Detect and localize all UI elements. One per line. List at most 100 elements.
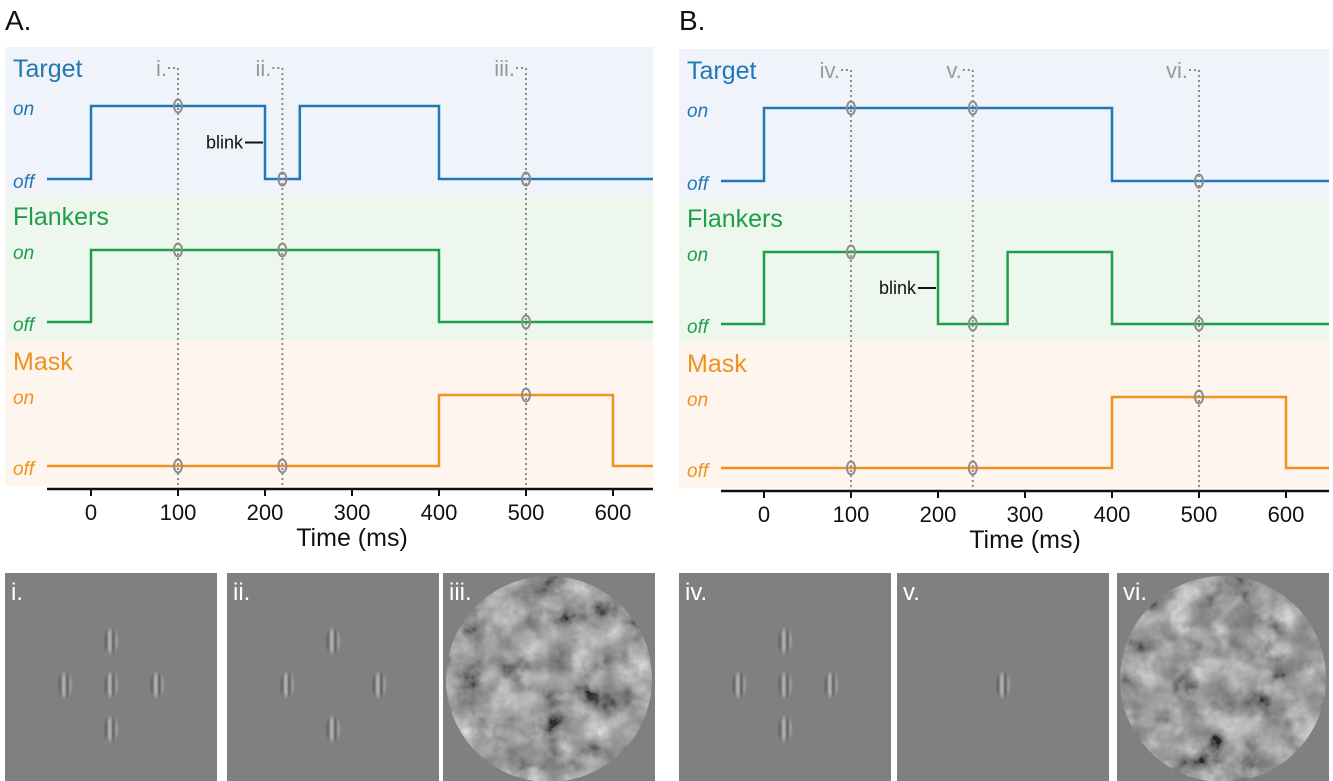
tick-label: 500 [508,500,545,525]
level-off-label: off [687,317,710,338]
panel-a: A. Target on off Flankers on off Mask on off blink… [5,5,655,781]
marker-intersection [277,242,288,258]
band-mask [5,340,653,486]
marker-intersection [967,100,978,116]
trace-mask [721,395,1329,470]
tick-label: 200 [247,500,284,525]
tick-label: 500 [1181,502,1218,527]
gabor-patch [102,670,120,700]
time-marker-1: i. [156,56,183,486]
trace-flankers [47,248,653,324]
stimulus-background [227,573,439,781]
noise-mask [1120,576,1326,781]
gabor-patch [776,714,794,744]
trace-mask [47,393,653,468]
marker-intersection [173,98,183,114]
band-target [679,49,1329,197]
tick-label: 0 [85,500,97,525]
tick-label: 0 [758,502,770,527]
marker-intersection [967,460,978,476]
row-label-flankers: Flankers [687,205,783,233]
time-marker-2: ii. [256,56,288,486]
tick-label: 100 [833,502,870,527]
marker-label: iii. [494,56,515,81]
stimulus-label: iii. [449,579,472,606]
marker-intersection [846,460,856,476]
gabor-patch [324,626,342,656]
tick-label: 100 [160,500,197,525]
marker-intersection [277,458,288,474]
marker-intersection [521,387,531,403]
row-label-target: Target [13,55,83,83]
blink-label: blink [879,278,917,298]
axis-title: Time (ms) [296,524,408,552]
level-on-label: on [687,101,708,122]
tick-label: 600 [1268,502,1305,527]
tick-label: 300 [334,500,371,525]
gabor-patch [56,670,74,700]
marker-intersection [173,242,183,258]
marker-intersection [967,316,978,332]
stimulus-target-flankers: i. [5,573,217,781]
gabor-patch [730,670,748,700]
marker-intersection [277,171,288,187]
gabor-patch [278,670,296,700]
trace-target [721,106,1329,183]
stimulus-label: v. [903,579,920,606]
level-off-label: off [687,174,710,195]
level-on-label: on [13,99,34,120]
axis-title: Time (ms) [969,526,1081,554]
band-mask [679,342,1329,488]
time-marker-2: v. [946,58,978,488]
level-off-label: off [13,459,36,480]
marker-label: ii. [256,56,272,81]
marker-intersection [846,100,856,116]
noise-mask [446,576,652,781]
row-label-target: Target [687,57,757,85]
panel-b: B. Target on off Flankers on off Mask on off blink… [679,5,1329,781]
gabor-patch [776,670,794,700]
stimulus-label: i. [11,579,23,606]
level-on-label: on [13,243,34,264]
level-on-label: on [13,388,34,409]
panel-label: B. [679,5,705,36]
stimulus-label: ii. [233,579,250,606]
gabor-patch [370,670,388,700]
marker-intersection [846,244,856,260]
stimulus-mask: iii. [443,573,655,781]
level-on-label: on [687,390,708,411]
stimulus-target-flankers: iv. [679,573,891,781]
marker-label: v. [946,58,961,83]
marker-label: vi. [1166,58,1188,83]
level-on-label: on [687,245,708,266]
blink-label: blink [206,133,244,153]
gabor-patch [776,626,794,656]
time-marker-1: iv. [820,58,856,488]
gabor-patch [148,670,166,700]
gabor-patch [994,670,1012,700]
row-label-flankers: Flankers [13,203,109,231]
tick-label: 600 [595,500,632,525]
stimulus-mask: vi. [1117,573,1329,781]
band-flankers [5,195,653,340]
marker-label: i. [156,56,167,81]
time-marker-3: iii. [494,56,531,486]
level-off-label: off [13,315,36,336]
marker-intersection [1194,173,1204,189]
tick-label: 400 [421,500,458,525]
tick-label: 200 [920,502,957,527]
tick-label: 400 [1094,502,1131,527]
stimulus-label: iv. [685,579,707,606]
marker-intersection [1194,316,1204,332]
marker-intersection [173,458,183,474]
gabor-patch [822,670,840,700]
stimulus-flankers-only: ii. [227,573,439,781]
marker-intersection [521,314,531,330]
marker-intersection [521,171,531,187]
panel-label: A. [5,5,31,36]
band-flankers [679,197,1329,342]
marker-label: iv. [820,58,840,83]
gabor-patch [102,714,120,744]
stimulus-label: vi. [1123,579,1147,606]
